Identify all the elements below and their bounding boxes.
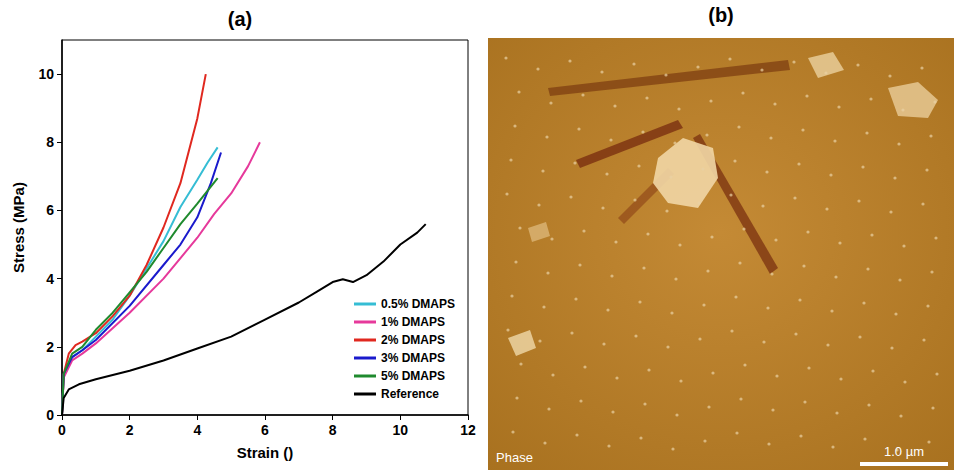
svg-text:5% DMAPS: 5% DMAPS — [381, 369, 445, 383]
svg-text:10: 10 — [38, 66, 54, 82]
svg-text:Reference: Reference — [381, 387, 439, 401]
svg-text:Strain (): Strain () — [237, 444, 294, 461]
svg-text:Phase: Phase — [496, 450, 533, 465]
svg-text:0.5% DMAPS: 0.5% DMAPS — [381, 297, 455, 311]
svg-text:Stress (MPa): Stress (MPa) — [10, 182, 27, 273]
svg-text:0: 0 — [46, 407, 54, 423]
svg-text:6: 6 — [46, 202, 54, 218]
svg-text:6: 6 — [261, 422, 269, 438]
svg-text:2% DMAPS: 2% DMAPS — [381, 333, 445, 347]
svg-text:1% DMAPS: 1% DMAPS — [381, 315, 445, 329]
svg-text:10: 10 — [393, 422, 409, 438]
svg-text:2: 2 — [126, 422, 134, 438]
svg-text:12: 12 — [460, 422, 476, 438]
svg-text:8: 8 — [329, 422, 337, 438]
svg-text:4: 4 — [46, 271, 54, 287]
svg-text:8: 8 — [46, 134, 54, 150]
svg-text:3% DMAPS: 3% DMAPS — [381, 351, 445, 365]
svg-text:1.0 µm: 1.0 µm — [884, 444, 924, 459]
html-text:(b): (b) — [708, 4, 734, 26]
svg-text:(a): (a) — [228, 8, 252, 30]
svg-text:4: 4 — [193, 422, 201, 438]
svg-text:0: 0 — [58, 422, 66, 438]
svg-text:2: 2 — [46, 339, 54, 355]
